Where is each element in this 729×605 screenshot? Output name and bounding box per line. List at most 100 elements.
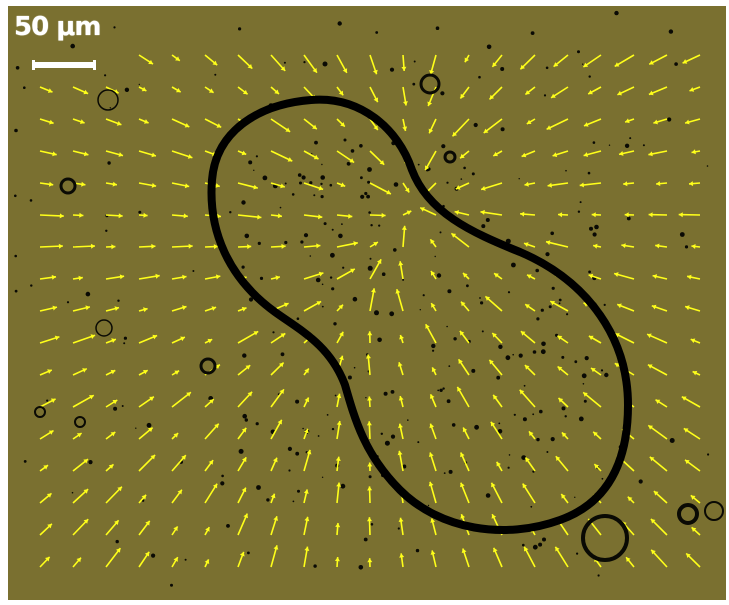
bubble-rings [34, 73, 724, 562]
arrow-head [118, 213, 123, 219]
arrow-head [173, 526, 178, 532]
particle [244, 418, 248, 422]
arrow-head [353, 241, 358, 246]
particle [123, 336, 127, 340]
bubble-ring [581, 514, 629, 562]
particle [536, 317, 540, 321]
arrow-head [588, 89, 593, 95]
arrow-head [527, 274, 532, 279]
particle [474, 424, 479, 430]
particle [322, 61, 328, 67]
arrow-head [241, 306, 247, 312]
arrow-head [626, 557, 631, 562]
arrow-head [149, 396, 154, 402]
arrow-head [54, 335, 60, 341]
arrow-head [624, 212, 629, 218]
arrow-head [493, 151, 498, 157]
particle [295, 451, 300, 456]
particle [532, 350, 537, 354]
arrow-head [583, 62, 589, 67]
particle [323, 222, 327, 226]
particle [481, 330, 484, 333]
particle [184, 558, 187, 561]
arrow-head [398, 517, 404, 522]
arrow-head [593, 243, 598, 249]
arrow-head [181, 455, 186, 460]
arrow-head [524, 181, 529, 187]
arrow-head [280, 66, 286, 71]
arrow-head [83, 519, 89, 524]
arrow-head [338, 304, 343, 310]
arrow-head [430, 518, 436, 523]
arrow-head [652, 274, 658, 279]
arrow-head [557, 366, 563, 371]
arrow-head [520, 64, 525, 70]
arrow-head [653, 119, 658, 125]
arrow-head [47, 523, 52, 529]
arrow-head [366, 421, 372, 426]
particle [334, 394, 337, 397]
particle [253, 169, 255, 171]
arrow-head [318, 185, 324, 191]
particle [315, 277, 321, 283]
arrow-head [480, 209, 485, 215]
bubble-ring [59, 177, 77, 195]
particle [259, 276, 264, 280]
arrow-head [690, 338, 696, 344]
particle [532, 413, 535, 416]
particle [546, 451, 549, 453]
arrow-head [112, 400, 118, 405]
arrow-head [692, 370, 698, 376]
arrow-head [617, 303, 622, 309]
arrow-head [367, 517, 372, 522]
particle [151, 553, 156, 558]
arrow-head [52, 305, 57, 311]
arrow-head [685, 305, 690, 311]
particle [471, 368, 476, 373]
particle [518, 353, 523, 358]
arrow-head [627, 496, 633, 502]
arrow-head [683, 428, 689, 433]
particle [383, 391, 388, 396]
particle [320, 175, 326, 180]
arrow-head [452, 131, 457, 137]
particle [540, 349, 546, 355]
particle [437, 389, 440, 392]
particle [238, 27, 242, 31]
particle [352, 296, 358, 302]
arrow-head [274, 89, 279, 94]
scale-bar-label: 50 μm [14, 12, 101, 42]
particle [309, 255, 312, 257]
particle [566, 313, 569, 316]
arrow-head [50, 398, 56, 403]
particle [113, 406, 118, 411]
particle [369, 257, 372, 260]
arrow-head [431, 367, 437, 373]
particle [508, 454, 511, 456]
arrow-head [318, 214, 323, 220]
particle [576, 552, 579, 555]
arrow-head [279, 362, 284, 368]
particle [558, 298, 562, 302]
arrow-head [583, 392, 588, 397]
arrow-head [425, 165, 430, 171]
arrow-head [205, 527, 210, 532]
arrow-head [561, 432, 567, 438]
arrow-head [690, 495, 696, 500]
particle [138, 83, 140, 86]
particle [326, 414, 329, 416]
arrow-head [151, 152, 156, 158]
arrow-head [625, 118, 630, 124]
arrow-head [460, 153, 465, 159]
arrow-head [686, 553, 691, 558]
particle [417, 441, 420, 444]
particle [242, 413, 247, 419]
arrow-head [653, 491, 659, 496]
particle [104, 74, 107, 77]
arrow-head [546, 125, 552, 130]
particle [226, 524, 230, 528]
arrow-head [141, 86, 147, 92]
particle [321, 476, 324, 478]
arrow-head [454, 210, 459, 215]
